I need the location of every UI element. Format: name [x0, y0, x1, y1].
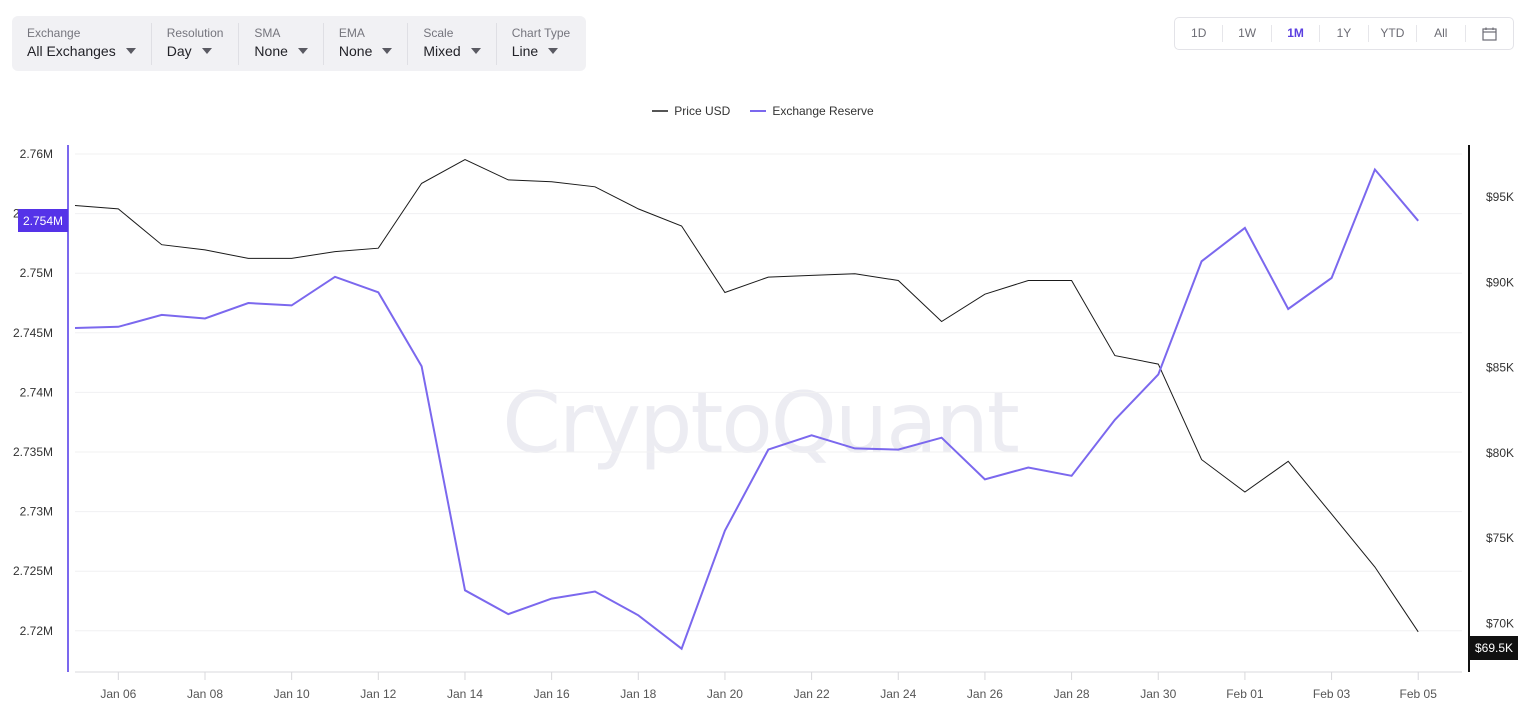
left-axis-tick: 2.735M [13, 445, 53, 459]
left-y-axis: 2.76M2.755M2.75M2.745M2.74M2.735M2.73M2.… [13, 145, 69, 672]
range-1y-button[interactable]: 1Y [1320, 25, 1369, 42]
exchange-label: Exchange [27, 26, 81, 40]
reserve-line-swatch-icon [750, 110, 767, 112]
range-1d-button[interactable]: 1D [1175, 25, 1224, 42]
x-axis-tick: Jan 10 [274, 687, 310, 701]
watermark: CryptoQuant [502, 374, 1018, 472]
gridlines [75, 153, 1462, 632]
x-axis-tick: Jan 06 [100, 687, 136, 701]
x-axis-tick: Feb 03 [1313, 687, 1351, 701]
caret-down-icon [470, 48, 481, 54]
right-axis-tick: $90K [1486, 275, 1514, 289]
scale-label: Scale [423, 26, 454, 40]
caret-down-icon [382, 48, 393, 54]
chart-type-value: Line [511, 43, 539, 59]
right-axis-tick: $95K [1486, 190, 1514, 204]
legend-exchange-reserve[interactable]: Exchange Reserve [750, 104, 874, 118]
left-axis-tick: 2.74M [20, 385, 53, 399]
resolution-label: Resolution [166, 26, 224, 40]
x-axis-tick: Jan 26 [967, 687, 1003, 701]
right-axis-tick: $80K [1486, 446, 1514, 460]
right-y-axis: $95K $90K $85K $80K $75K $70K [1468, 145, 1514, 672]
left-axis-tick: 2.745M [13, 326, 53, 340]
calendar-button[interactable] [1466, 25, 1513, 42]
sma-value: None [254, 43, 288, 59]
scale-dropdown[interactable]: Scale Mixed [408, 22, 497, 65]
scale-value: Mixed [423, 43, 461, 59]
svg-text:$69.5K: $69.5K [1475, 641, 1513, 655]
x-axis-tick: Jan 22 [794, 687, 830, 701]
caret-down-icon [201, 48, 212, 54]
exchange-dropdown[interactable]: Exchange All Exchanges [12, 22, 152, 65]
exchange-reserve-line[interactable] [74, 167, 1419, 651]
caret-down-icon [548, 48, 559, 54]
x-axis-tick: Jan 20 [707, 687, 743, 701]
right-axis-tick: $85K [1486, 361, 1514, 375]
left-axis-tick: 2.76M [20, 147, 53, 161]
legend-reserve-label: Exchange Reserve [772, 104, 874, 118]
chart-type-dropdown[interactable]: Chart Type Line [497, 23, 585, 65]
right-axis-tick: $70K [1486, 616, 1514, 630]
x-axis-tick: Jan 14 [447, 687, 483, 701]
resolution-value: Day [166, 43, 192, 59]
chart-type-label: Chart Type [511, 26, 571, 40]
x-axis-tick: Jan 16 [534, 687, 570, 701]
ema-dropdown[interactable]: EMA None [324, 22, 409, 65]
range-1m-button[interactable]: 1M [1272, 25, 1321, 42]
chart-settings-toolbar: Exchange All Exchanges Resolution Day SM… [12, 16, 586, 71]
range-all-button[interactable]: All [1417, 25, 1466, 42]
calendar-icon [1482, 27, 1497, 41]
caret-down-icon [297, 48, 308, 54]
ema-label: EMA [338, 26, 365, 40]
chart-legend: Price USD Exchange Reserve [0, 104, 1526, 118]
sma-label: SMA [254, 26, 281, 40]
time-range-selector: 1D 1W 1M 1Y YTD All [1174, 17, 1514, 50]
range-ytd-button[interactable]: YTD [1369, 25, 1418, 42]
left-axis-tick: 2.75M [20, 266, 53, 280]
left-axis-tick: 2.725M [13, 564, 53, 578]
x-axis-tick: Jan 12 [360, 687, 396, 701]
ema-value: None [338, 43, 373, 59]
x-axis-tick: Jan 08 [187, 687, 223, 701]
right-axis-tick: $75K [1486, 531, 1514, 545]
svg-text:2.754M: 2.754M [23, 214, 63, 228]
reserve-current-badge: 2.754M [18, 209, 68, 232]
exchange-value: All Exchanges [27, 43, 116, 59]
x-axis-tick: Jan 18 [620, 687, 656, 701]
x-axis-tick: Feb 01 [1226, 687, 1264, 701]
price-current-badge: $69.5K [1470, 636, 1518, 660]
sma-dropdown[interactable]: SMA None [239, 22, 324, 65]
caret-down-icon [125, 48, 136, 54]
x-axis-tick: Feb 05 [1400, 687, 1438, 701]
x-axis-tick: Jan 24 [880, 687, 916, 701]
legend-price-usd[interactable]: Price USD [652, 104, 730, 118]
left-axis-tick: 2.72M [20, 624, 53, 638]
x-axis-tick: Jan 30 [1140, 687, 1176, 701]
left-axis-tick: 2.73M [20, 505, 53, 519]
resolution-dropdown[interactable]: Resolution Day [152, 22, 240, 65]
range-1w-button[interactable]: 1W [1223, 25, 1272, 42]
x-axis: Jan 06 Jan 08 Jan 10 Jan 12 Jan 14 Jan 16 Jan … [75, 671, 1462, 701]
price-usd-line[interactable] [74, 158, 1419, 633]
x-axis-tick: Jan 28 [1054, 687, 1090, 701]
price-line-swatch-icon [652, 110, 669, 112]
legend-price-label: Price USD [674, 104, 731, 118]
